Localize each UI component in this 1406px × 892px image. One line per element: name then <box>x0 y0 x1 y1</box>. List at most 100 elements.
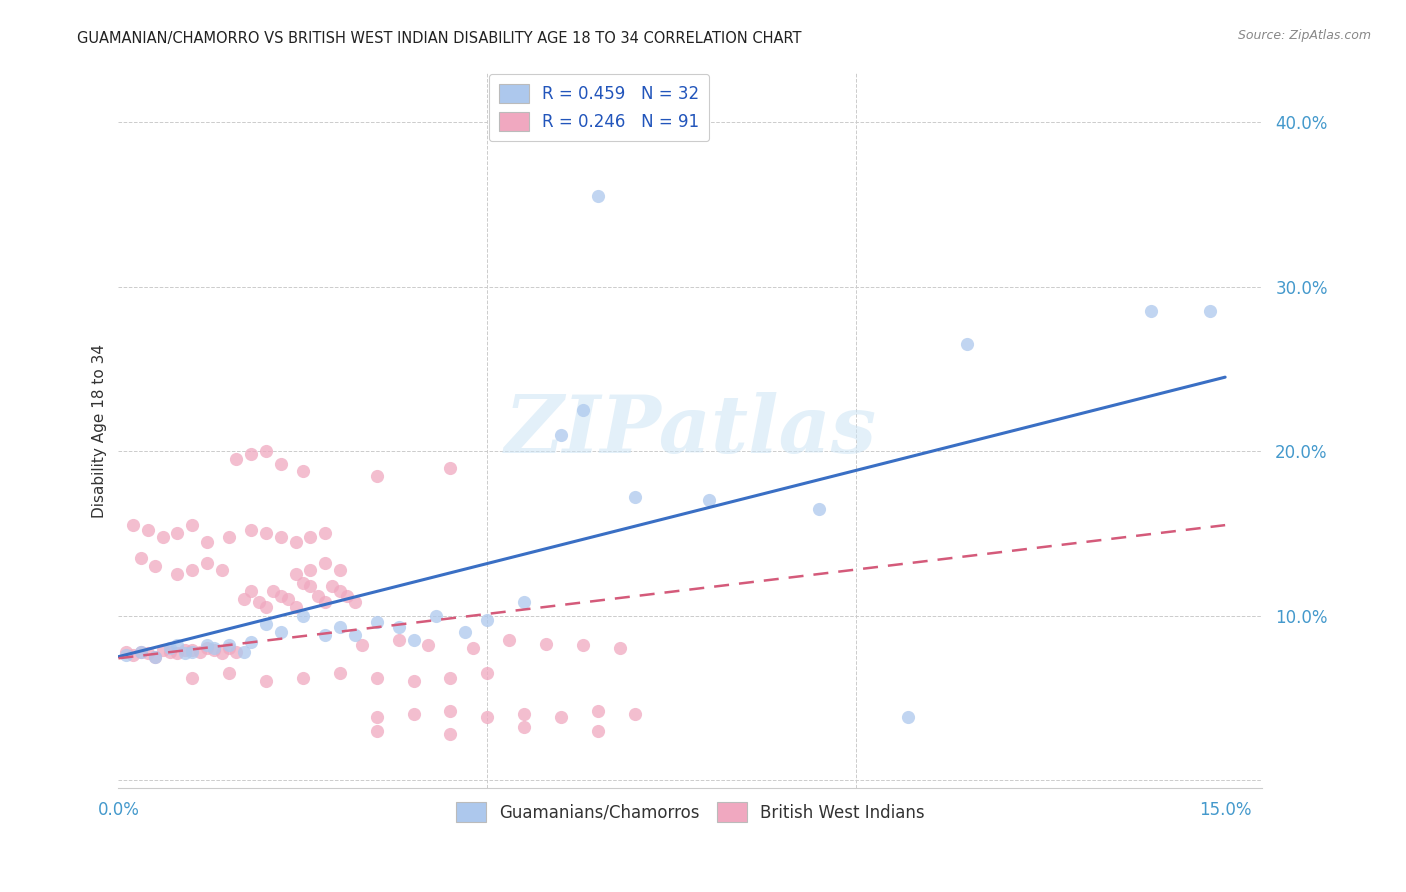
Point <box>366 468 388 483</box>
Point <box>254 674 277 689</box>
Point <box>181 645 204 659</box>
Point <box>454 625 477 640</box>
Point <box>277 592 299 607</box>
Point <box>240 583 263 598</box>
Point <box>247 595 270 609</box>
Point <box>388 620 411 634</box>
Point <box>270 589 292 603</box>
Point <box>136 523 159 537</box>
Point <box>122 648 145 662</box>
Point <box>586 723 609 738</box>
Point <box>143 649 166 664</box>
Point <box>299 579 322 593</box>
Point <box>188 645 211 659</box>
Point <box>498 633 520 648</box>
Point <box>225 452 247 467</box>
Point <box>195 638 218 652</box>
Point <box>314 628 336 642</box>
Text: GUAMANIAN/CHAMORRO VS BRITISH WEST INDIAN DISABILITY AGE 18 TO 34 CORRELATION CH: GUAMANIAN/CHAMORRO VS BRITISH WEST INDIA… <box>77 31 801 46</box>
Point <box>299 562 322 576</box>
Point <box>270 458 292 472</box>
Point <box>477 614 499 628</box>
Point <box>202 641 225 656</box>
Point <box>402 633 425 648</box>
Point <box>609 641 631 656</box>
Point <box>240 447 263 461</box>
Text: ZIPatlas: ZIPatlas <box>505 392 876 469</box>
Y-axis label: Disability Age 18 to 34: Disability Age 18 to 34 <box>93 343 107 517</box>
Point <box>262 583 284 598</box>
Point <box>425 608 447 623</box>
Point <box>418 638 440 652</box>
Point <box>343 595 366 609</box>
Point <box>159 641 181 656</box>
Point <box>129 645 152 659</box>
Point <box>195 556 218 570</box>
Point <box>166 646 188 660</box>
Point <box>195 534 218 549</box>
Point <box>143 559 166 574</box>
Point <box>586 704 609 718</box>
Point <box>291 464 314 478</box>
Point <box>181 518 204 533</box>
Point <box>254 444 277 458</box>
Point <box>956 337 979 351</box>
Point <box>808 501 831 516</box>
Point <box>166 567 188 582</box>
Point <box>477 710 499 724</box>
Point <box>513 707 536 722</box>
Point <box>366 710 388 724</box>
Point <box>114 648 136 662</box>
Point <box>343 628 366 642</box>
Point <box>211 562 233 576</box>
Point <box>586 189 609 203</box>
Point <box>439 704 461 718</box>
Point <box>181 562 204 576</box>
Point <box>550 427 572 442</box>
Point <box>439 671 461 685</box>
Point <box>291 608 314 623</box>
Point <box>254 526 277 541</box>
Point <box>291 671 314 685</box>
Point <box>173 643 195 657</box>
Point <box>291 575 314 590</box>
Point <box>136 646 159 660</box>
Point <box>321 579 343 593</box>
Point <box>218 530 240 544</box>
Point <box>240 523 263 537</box>
Point <box>166 638 188 652</box>
Point <box>181 643 204 657</box>
Point <box>366 723 388 738</box>
Point <box>513 595 536 609</box>
Legend: Guamanians/Chamorros, British West Indians: Guamanians/Chamorros, British West India… <box>447 794 932 830</box>
Point <box>329 583 352 598</box>
Point <box>314 556 336 570</box>
Point <box>1199 304 1222 318</box>
Point <box>173 646 195 660</box>
Point <box>388 633 411 648</box>
Point <box>211 646 233 660</box>
Point <box>254 616 277 631</box>
Point <box>254 600 277 615</box>
Point <box>181 671 204 685</box>
Point <box>202 643 225 657</box>
Point <box>299 530 322 544</box>
Point <box>536 636 558 650</box>
Point <box>402 674 425 689</box>
Point <box>129 645 152 659</box>
Point <box>166 526 188 541</box>
Point <box>218 641 240 656</box>
Point <box>270 625 292 640</box>
Point <box>550 710 572 724</box>
Point <box>329 666 352 681</box>
Point <box>439 460 461 475</box>
Point <box>129 551 152 566</box>
Point <box>402 707 425 722</box>
Point <box>329 562 352 576</box>
Point <box>329 620 352 634</box>
Point <box>307 589 329 603</box>
Point <box>195 641 218 656</box>
Point <box>477 666 499 681</box>
Point <box>284 534 307 549</box>
Point <box>314 526 336 541</box>
